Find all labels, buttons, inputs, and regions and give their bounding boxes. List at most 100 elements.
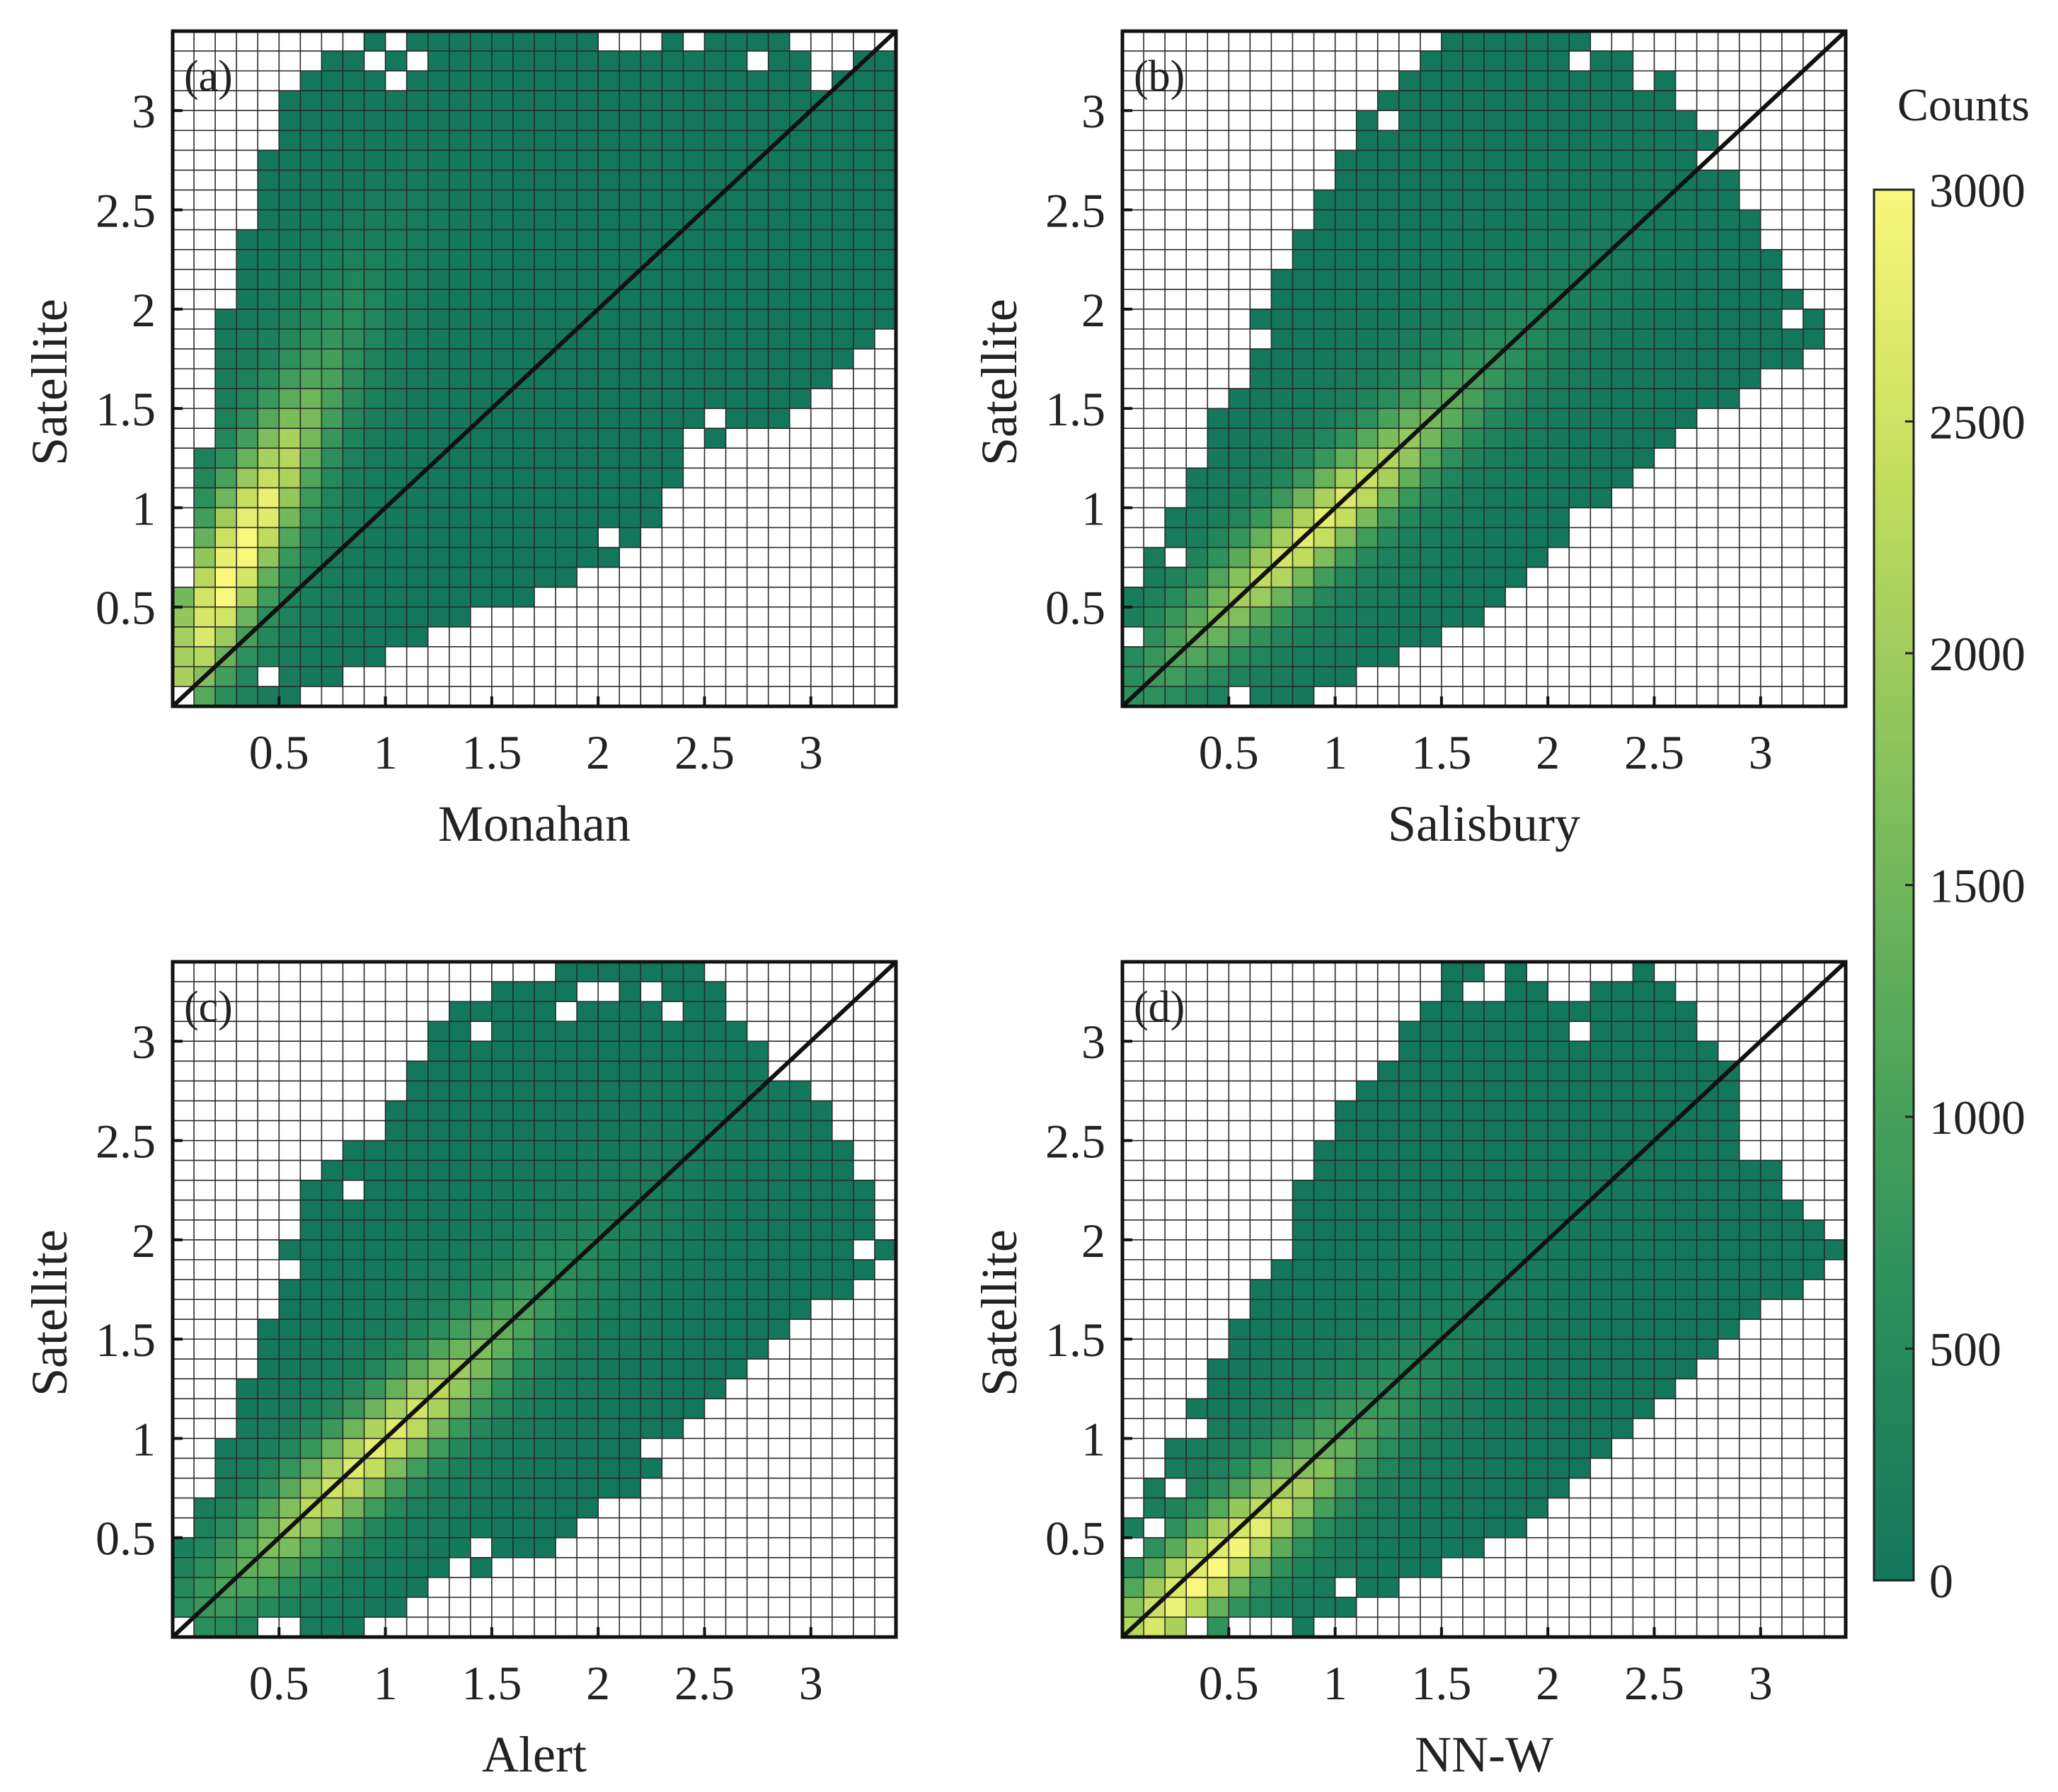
heatmap-cell (1611, 348, 1634, 369)
heatmap-cell (215, 408, 237, 429)
heatmap-cell (853, 71, 875, 91)
heatmap-cell (470, 587, 493, 608)
heatmap-cell (619, 1398, 641, 1419)
heatmap-cell (768, 71, 791, 91)
heatmap-cell (279, 567, 301, 588)
heatmap-cell (768, 91, 791, 111)
heatmap-cell (1271, 626, 1294, 648)
heatmap-cell (1569, 328, 1591, 350)
heatmap-cell (1633, 170, 1655, 191)
heatmap-cell (449, 249, 471, 270)
heatmap-cell (300, 1478, 323, 1499)
heatmap-cell (1548, 229, 1570, 251)
heatmap-cell (1420, 1081, 1442, 1102)
heatmap-cell (556, 1299, 577, 1320)
heatmap-cell (640, 1041, 662, 1062)
heatmap-cell (385, 1379, 408, 1399)
heatmap-cell (1356, 1418, 1379, 1440)
heatmap-cell (1484, 1319, 1506, 1340)
heatmap-cell (512, 408, 535, 429)
heatmap-cell (1484, 468, 1506, 488)
heatmap-cell (853, 328, 875, 350)
heatmap-cell (1335, 170, 1357, 191)
heatmap-cell (1398, 1339, 1421, 1360)
heatmap-cell (1271, 527, 1294, 548)
heatmap-cell (1633, 1359, 1655, 1379)
heatmap-cell (343, 1557, 365, 1578)
heatmap-cell (619, 170, 641, 191)
heatmap-cell (364, 309, 386, 330)
heatmap-cell (470, 1379, 493, 1399)
heatmap-cell (1462, 31, 1485, 52)
heatmap-cell (1611, 1259, 1634, 1280)
heatmap-cell (321, 587, 344, 608)
heatmap-cell (1675, 1200, 1698, 1221)
heatmap-cell (640, 1101, 662, 1122)
heatmap-cell (683, 369, 706, 389)
heatmap-cell (640, 1299, 662, 1320)
heatmap-cell (1292, 309, 1315, 330)
heatmap-cell (1696, 269, 1719, 290)
heatmap-cell (470, 527, 493, 548)
heatmap-cell (427, 389, 450, 409)
heatmap-cell (194, 488, 216, 509)
heatmap-cell (1229, 1557, 1251, 1578)
heatmap-cell (343, 130, 365, 151)
heatmap-cell (1420, 1379, 1442, 1399)
heatmap-cell (343, 1398, 365, 1419)
heatmap-cell (1377, 507, 1400, 529)
heatmap-cell (1548, 1200, 1570, 1221)
heatmap-cell (747, 1219, 769, 1241)
heatmap-cell (1186, 507, 1208, 529)
heatmap-cell (279, 428, 301, 449)
heatmap-cell (1356, 1279, 1379, 1300)
heatmap-cell (1356, 110, 1379, 131)
heatmap-cell (1398, 1537, 1421, 1558)
heatmap-cell (491, 527, 514, 548)
heatmap-cell (662, 468, 684, 488)
heatmap-cell (279, 468, 301, 488)
heatmap-cell (1250, 369, 1272, 389)
heatmap-cell (1590, 1379, 1612, 1399)
heatmap-cell (1462, 1219, 1485, 1241)
heatmap-cell (449, 289, 471, 310)
x-tick-label: 1 (374, 1656, 398, 1710)
heatmap-cell (1335, 269, 1357, 290)
heatmap-cell (619, 91, 641, 111)
heatmap-cell (619, 507, 641, 529)
heatmap-cell (1292, 1379, 1315, 1399)
heatmap-cell (1548, 1438, 1570, 1459)
heatmap-cell (427, 31, 450, 52)
heatmap-cell (364, 587, 386, 608)
heatmap-cell (1398, 389, 1421, 409)
heatmap-cell (1292, 1359, 1315, 1379)
heatmap-cell (1569, 1101, 1591, 1122)
heatmap-cell (1611, 51, 1634, 71)
heatmap-cell (1144, 1557, 1166, 1578)
heatmap-cell (194, 448, 216, 469)
heatmap-cell (683, 91, 706, 111)
heatmap-cell (1356, 1160, 1379, 1181)
heatmap-cell (1398, 110, 1421, 131)
heatmap-cell (470, 269, 493, 290)
heatmap-cell (534, 170, 556, 191)
heatmap-cell (321, 1557, 344, 1578)
heatmap-cell (343, 289, 365, 310)
heatmap-cell (427, 468, 450, 488)
heatmap-cell (1548, 1379, 1570, 1399)
heatmap-cell (1313, 1140, 1336, 1161)
heatmap-cell (577, 1478, 599, 1499)
heatmap-cell (385, 328, 408, 350)
heatmap-cell (598, 1299, 620, 1320)
heatmap-cell (1505, 448, 1527, 469)
heatmap-cell (279, 1359, 301, 1379)
heatmap-cell (406, 110, 429, 131)
heatmap-cell (598, 507, 620, 529)
heatmap-cell (491, 1299, 514, 1320)
heatmap-cell (556, 428, 577, 449)
heatmap-cell (279, 1418, 301, 1440)
y-tick-label: 2.5 (96, 1115, 156, 1168)
heatmap-cell (1462, 488, 1485, 509)
heatmap-cell (1207, 408, 1229, 429)
heatmap-cell (1654, 408, 1677, 429)
